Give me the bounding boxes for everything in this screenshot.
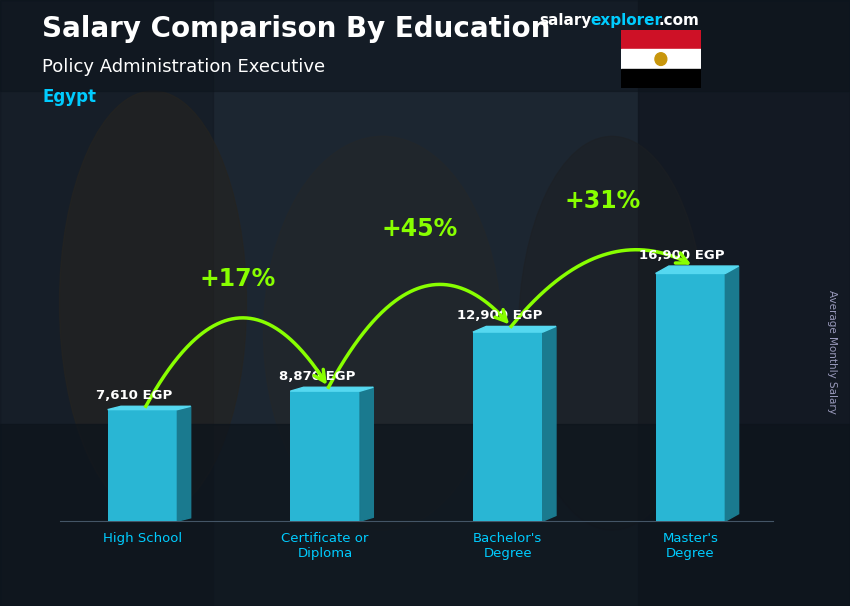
Bar	[655, 273, 725, 521]
Ellipse shape	[60, 91, 246, 515]
Text: 12,900 EGP: 12,900 EGP	[456, 309, 542, 322]
Bar	[620, 30, 701, 50]
Bar	[108, 410, 178, 521]
Text: .com: .com	[659, 13, 700, 28]
Text: +45%: +45%	[382, 217, 458, 241]
Bar	[0, 0, 850, 91]
Ellipse shape	[264, 136, 502, 530]
Text: +17%: +17%	[199, 267, 275, 291]
Text: Salary Comparison By Education: Salary Comparison By Education	[42, 15, 551, 43]
Polygon shape	[178, 406, 190, 521]
Polygon shape	[655, 266, 739, 273]
Text: salary: salary	[540, 13, 592, 28]
Bar	[620, 68, 701, 88]
Polygon shape	[473, 327, 556, 332]
Bar	[620, 50, 701, 68]
Bar	[0, 0, 212, 606]
Text: Average Monthly Salary: Average Monthly Salary	[827, 290, 837, 413]
Text: 8,870 EGP: 8,870 EGP	[279, 370, 355, 383]
Text: +31%: +31%	[564, 189, 641, 213]
Polygon shape	[108, 406, 190, 410]
Polygon shape	[725, 266, 739, 521]
Ellipse shape	[518, 136, 706, 530]
Text: Egypt: Egypt	[42, 88, 97, 106]
Text: 7,610 EGP: 7,610 EGP	[96, 389, 173, 402]
Text: Policy Administration Executive: Policy Administration Executive	[42, 58, 326, 76]
Bar	[0, 424, 850, 606]
Polygon shape	[360, 387, 373, 521]
Bar	[291, 391, 360, 521]
Bar	[473, 332, 542, 521]
Polygon shape	[291, 387, 373, 391]
Circle shape	[655, 53, 666, 65]
Text: explorer: explorer	[591, 13, 663, 28]
Text: 16,900 EGP: 16,900 EGP	[639, 249, 725, 262]
Polygon shape	[542, 327, 556, 521]
Bar	[638, 0, 850, 606]
